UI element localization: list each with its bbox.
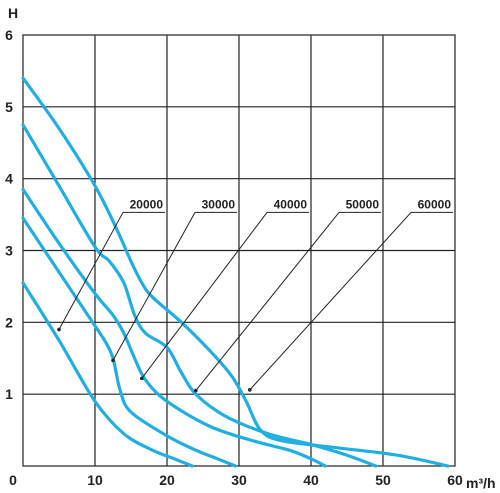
y-tick-label: 2 — [5, 314, 13, 330]
annotation-marker — [111, 358, 115, 363]
curve-20000 — [21, 281, 194, 468]
annotation-marker — [194, 388, 198, 393]
annotation-leader-line — [195, 212, 340, 391]
grid — [22, 34, 456, 467]
y-tick-label: 4 — [5, 171, 13, 187]
x-tick-label: 40 — [303, 472, 319, 488]
x-tick-label: 20 — [159, 472, 175, 488]
curve-60000 — [21, 76, 450, 468]
x-tick-label: 30 — [231, 472, 247, 488]
y-tick-label: 1 — [5, 386, 13, 402]
annotation-leader-line — [249, 212, 412, 391]
annotation-leader-line — [112, 212, 196, 361]
y-tick-label: 5 — [5, 99, 13, 115]
x-tick-label: 0 — [9, 472, 17, 488]
curves — [21, 76, 450, 468]
x-tick-label: 60 — [447, 472, 463, 488]
x-tick-label: 50 — [375, 472, 391, 488]
curve-40000 — [21, 187, 327, 468]
annotations: 20000 30000 40000 50000 60000 — [57, 197, 453, 393]
curve-50000 — [21, 123, 378, 468]
x-axis-unit-label: m³/h — [466, 475, 496, 491]
annotation-marker — [140, 376, 144, 381]
y-tick-label: 3 — [5, 243, 13, 259]
annotation-leader-line — [58, 212, 124, 330]
annotation-label-60000: 60000 — [418, 197, 452, 211]
y-axis-label: H — [8, 5, 18, 21]
annotation-leader-line — [141, 212, 268, 379]
annotation-label-40000: 40000 — [274, 197, 308, 211]
x-tick-label: 10 — [87, 472, 103, 488]
annotation-label-20000: 20000 — [130, 197, 164, 211]
annotation-label-50000: 50000 — [346, 197, 380, 211]
curve-30000 — [21, 216, 237, 468]
annotation-marker — [248, 388, 252, 392]
annotation-label-30000: 30000 — [202, 197, 236, 211]
tick-labels: 0 10 20 30 40 50 60 1 2 3 4 5 6 — [5, 27, 463, 488]
y-tick-label: 6 — [5, 27, 13, 43]
annotation-marker — [57, 327, 61, 332]
